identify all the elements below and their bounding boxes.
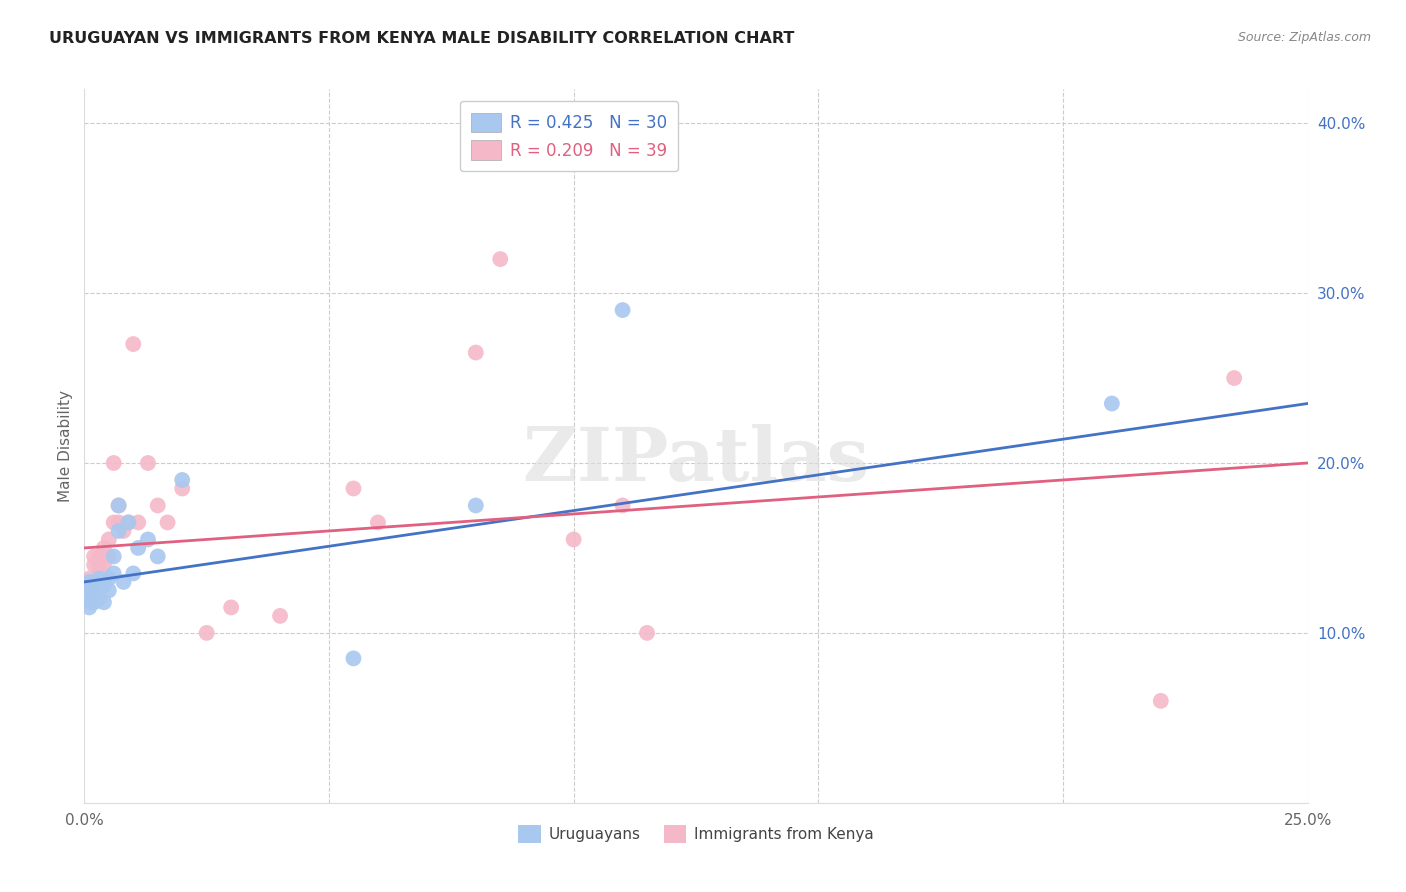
Point xyxy=(127,541,149,555)
Point xyxy=(156,516,179,530)
Point xyxy=(77,600,100,615)
Point xyxy=(77,572,100,586)
Point xyxy=(489,252,512,266)
Point xyxy=(87,572,110,586)
Point xyxy=(83,549,105,564)
Point xyxy=(77,583,100,598)
Point xyxy=(93,558,115,572)
Legend: Uruguayans, Immigrants from Kenya: Uruguayans, Immigrants from Kenya xyxy=(512,819,880,848)
Point xyxy=(136,533,159,547)
Point xyxy=(136,456,159,470)
Point xyxy=(93,541,115,555)
Point xyxy=(87,591,110,606)
Point xyxy=(612,303,634,318)
Point xyxy=(83,574,105,589)
Point xyxy=(103,549,125,564)
Point xyxy=(87,549,110,564)
Point xyxy=(87,583,110,598)
Point xyxy=(87,558,110,572)
Point xyxy=(93,574,115,589)
Point xyxy=(636,626,658,640)
Point xyxy=(77,595,100,609)
Point xyxy=(103,566,125,581)
Point xyxy=(97,533,120,547)
Point xyxy=(146,549,169,564)
Point xyxy=(93,549,115,564)
Point xyxy=(342,482,364,496)
Point xyxy=(219,600,242,615)
Text: ZIPatlas: ZIPatlas xyxy=(523,424,869,497)
Point xyxy=(107,524,129,538)
Point xyxy=(1223,371,1246,385)
Point xyxy=(122,337,145,351)
Point xyxy=(112,524,135,538)
Point xyxy=(93,578,115,592)
Point xyxy=(107,516,129,530)
Point xyxy=(77,589,100,603)
Point xyxy=(83,589,105,603)
Y-axis label: Male Disability: Male Disability xyxy=(58,390,73,502)
Point xyxy=(77,574,100,589)
Point xyxy=(172,482,194,496)
Point xyxy=(1101,396,1123,410)
Point xyxy=(172,473,194,487)
Point xyxy=(195,626,218,640)
Point xyxy=(87,566,110,581)
Text: URUGUAYAN VS IMMIGRANTS FROM KENYA MALE DISABILITY CORRELATION CHART: URUGUAYAN VS IMMIGRANTS FROM KENYA MALE … xyxy=(49,31,794,46)
Point xyxy=(97,549,120,564)
Point xyxy=(107,499,129,513)
Point xyxy=(77,591,100,606)
Point xyxy=(342,651,364,665)
Point xyxy=(127,516,149,530)
Point xyxy=(464,499,486,513)
Text: Source: ZipAtlas.com: Source: ZipAtlas.com xyxy=(1237,31,1371,45)
Point xyxy=(117,516,139,530)
Point xyxy=(269,608,291,623)
Point xyxy=(146,499,169,513)
Point xyxy=(107,499,129,513)
Point xyxy=(117,516,139,530)
Point xyxy=(367,516,389,530)
Point xyxy=(1150,694,1173,708)
Point xyxy=(97,572,120,586)
Point xyxy=(562,533,585,547)
Point xyxy=(97,583,120,598)
Point xyxy=(464,345,486,359)
Point xyxy=(83,558,105,572)
Point xyxy=(122,566,145,581)
Point xyxy=(83,578,105,592)
Point xyxy=(612,499,634,513)
Point xyxy=(93,595,115,609)
Point xyxy=(103,456,125,470)
Point xyxy=(112,574,135,589)
Point xyxy=(77,578,100,592)
Point xyxy=(83,595,105,609)
Point xyxy=(103,516,125,530)
